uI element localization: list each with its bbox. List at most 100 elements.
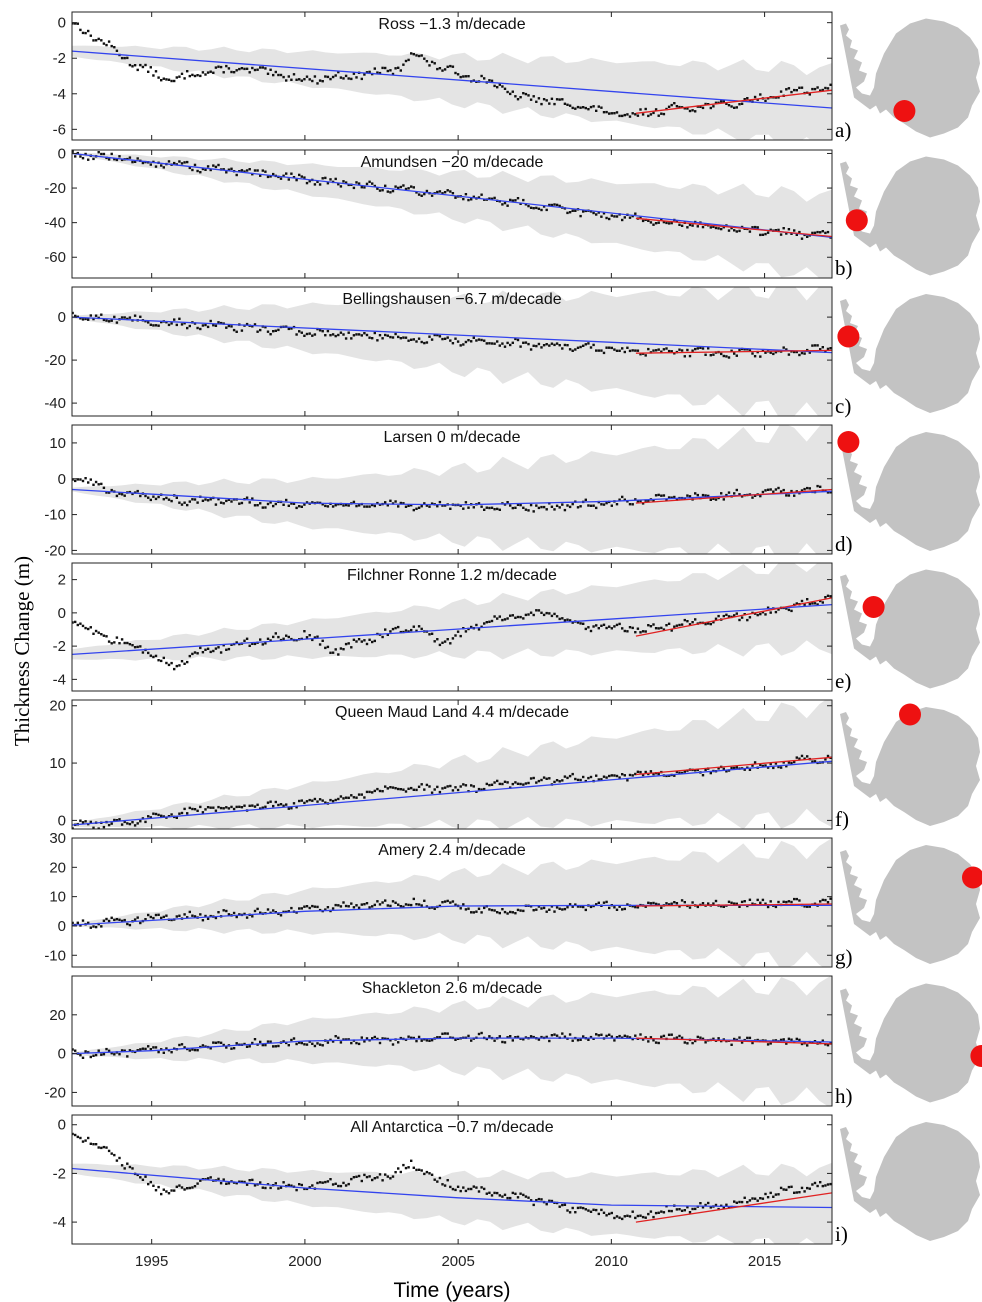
data-point — [759, 93, 762, 96]
data-point — [110, 44, 113, 48]
data-point — [501, 203, 504, 206]
data-point — [493, 909, 496, 912]
data-point — [308, 332, 311, 335]
data-point — [589, 905, 593, 909]
data-point — [618, 498, 621, 501]
data-point — [550, 97, 554, 100]
data-point — [722, 905, 725, 908]
data-point — [542, 205, 546, 208]
data-point — [339, 795, 343, 798]
data-point — [402, 630, 405, 634]
data-point — [787, 353, 791, 356]
data-point — [180, 162, 184, 165]
data-point — [415, 788, 418, 792]
data-point — [621, 1217, 624, 1221]
data-point — [397, 903, 400, 906]
data-point — [462, 903, 465, 906]
data-point — [542, 98, 546, 101]
data-point — [657, 1041, 660, 1045]
data-point — [425, 189, 429, 193]
data-point — [579, 345, 582, 349]
data-point — [449, 190, 452, 193]
data-point — [738, 618, 741, 622]
data-point — [777, 96, 780, 99]
data-point — [259, 1040, 262, 1044]
data-point — [183, 913, 186, 916]
data-point — [154, 497, 158, 501]
data-point — [446, 785, 449, 788]
data-point — [821, 898, 824, 902]
data-point — [519, 96, 522, 99]
data-point — [337, 797, 340, 801]
data-point — [149, 163, 152, 166]
data-point — [128, 643, 132, 646]
data-point — [488, 79, 491, 82]
data-point — [472, 785, 475, 788]
data-point — [621, 627, 624, 630]
data-point — [308, 798, 311, 802]
data-point — [410, 628, 413, 632]
data-point — [464, 340, 468, 344]
data-point — [514, 781, 517, 784]
data-point — [311, 904, 314, 908]
data-point — [558, 907, 561, 910]
data-point — [394, 787, 397, 790]
data-point — [251, 804, 254, 807]
data-point — [154, 812, 158, 816]
data-point — [113, 315, 116, 319]
data-point — [97, 1049, 100, 1052]
data-point — [102, 1145, 106, 1149]
data-point — [816, 230, 819, 234]
data-point — [759, 494, 762, 498]
data-point — [230, 500, 233, 503]
data-point — [287, 504, 290, 507]
data-point — [537, 779, 541, 783]
data-point — [777, 1193, 780, 1196]
data-point — [261, 1186, 264, 1189]
data-point — [412, 338, 415, 341]
data-point — [678, 348, 681, 351]
data-point — [628, 503, 632, 506]
data-point — [321, 799, 324, 802]
data-point — [404, 505, 408, 508]
data-point — [175, 664, 178, 668]
data-point — [608, 906, 611, 910]
data-point — [279, 1186, 283, 1189]
data-point — [316, 1181, 319, 1185]
data-point — [649, 113, 653, 116]
data-point — [443, 900, 447, 903]
data-point — [305, 75, 309, 78]
data-point — [647, 499, 650, 503]
data-point — [110, 1052, 113, 1055]
data-point — [256, 330, 259, 333]
data-point — [251, 497, 254, 500]
data-point — [561, 1203, 564, 1207]
data-point — [675, 1208, 679, 1211]
observation-points — [72, 594, 832, 671]
data-point — [443, 504, 447, 507]
data-point — [527, 1196, 530, 1199]
data-point — [738, 1200, 741, 1204]
data-point — [522, 506, 525, 509]
y-tick-label: 0 — [58, 471, 66, 488]
data-point — [829, 347, 832, 350]
axes-frame — [71, 562, 833, 692]
data-point — [808, 602, 811, 606]
data-point — [464, 1189, 468, 1193]
data-point — [212, 71, 215, 74]
data-point — [553, 343, 556, 347]
data-point — [285, 172, 288, 175]
data-point — [582, 210, 585, 213]
data-point — [178, 1043, 181, 1047]
data-point — [785, 765, 788, 768]
data-point — [506, 501, 509, 504]
data-point — [694, 492, 697, 495]
data-point — [300, 505, 303, 508]
data-point — [550, 203, 554, 207]
data-point — [821, 1184, 824, 1188]
data-point — [602, 503, 606, 506]
data-point — [266, 1040, 270, 1043]
data-point — [639, 1214, 642, 1217]
